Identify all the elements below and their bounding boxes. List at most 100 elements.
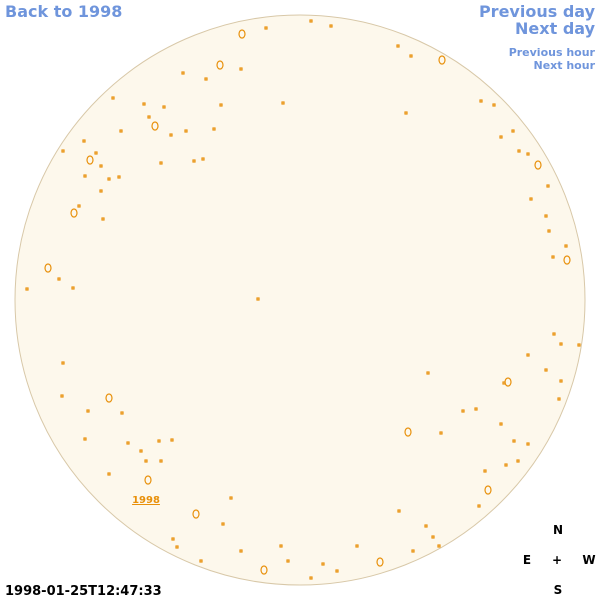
speck bbox=[438, 55, 446, 65]
speck bbox=[169, 133, 173, 137]
speck bbox=[175, 545, 179, 549]
speck bbox=[426, 371, 430, 375]
speck bbox=[564, 244, 568, 248]
speck bbox=[126, 441, 130, 445]
speck bbox=[119, 129, 123, 133]
speck bbox=[83, 174, 87, 178]
speck bbox=[99, 164, 103, 168]
speck bbox=[192, 159, 196, 163]
speck bbox=[238, 29, 246, 39]
speck bbox=[517, 149, 521, 153]
speck bbox=[71, 286, 75, 290]
speck bbox=[483, 469, 487, 473]
next-day-link[interactable]: Next day bbox=[515, 19, 596, 38]
next-hour-link[interactable]: Next hour bbox=[534, 59, 596, 72]
speck bbox=[461, 409, 465, 413]
speck bbox=[577, 343, 581, 347]
speck bbox=[144, 459, 148, 463]
speck bbox=[484, 485, 492, 495]
speck bbox=[404, 111, 408, 115]
speck bbox=[199, 559, 203, 563]
speck bbox=[170, 438, 174, 442]
speck bbox=[309, 19, 313, 23]
speck bbox=[44, 263, 52, 273]
speck bbox=[94, 151, 98, 155]
speck bbox=[57, 277, 61, 281]
speck bbox=[86, 409, 90, 413]
speck bbox=[201, 157, 205, 161]
speck bbox=[557, 397, 561, 401]
speck bbox=[546, 184, 550, 188]
timestamp: 1998-01-25T12:47:33 bbox=[5, 584, 162, 599]
speck bbox=[105, 393, 113, 403]
previous-day-link[interactable]: Previous day bbox=[479, 2, 596, 21]
back-link[interactable]: Back to 1998 bbox=[5, 2, 122, 21]
speck bbox=[511, 129, 515, 133]
compass-east: E bbox=[523, 553, 531, 567]
speck bbox=[424, 524, 428, 528]
speck bbox=[77, 204, 81, 208]
speck bbox=[61, 361, 65, 365]
speck bbox=[229, 496, 233, 500]
speck bbox=[264, 26, 268, 30]
speck bbox=[526, 152, 530, 156]
speck bbox=[559, 379, 563, 383]
speck bbox=[239, 67, 243, 71]
speck bbox=[479, 99, 483, 103]
speck bbox=[516, 459, 520, 463]
speck bbox=[117, 175, 121, 179]
speck bbox=[309, 576, 313, 580]
speck bbox=[221, 522, 225, 526]
speck bbox=[492, 103, 496, 107]
speck bbox=[147, 115, 151, 119]
speck bbox=[184, 129, 188, 133]
speck bbox=[544, 368, 548, 372]
compass-west: W bbox=[582, 553, 595, 567]
speck bbox=[99, 189, 103, 193]
speck bbox=[409, 54, 413, 58]
speck bbox=[321, 562, 325, 566]
speck bbox=[437, 544, 441, 548]
speck bbox=[159, 161, 163, 165]
speck bbox=[376, 557, 384, 567]
speck bbox=[111, 96, 115, 100]
speck bbox=[404, 427, 412, 437]
speck bbox=[504, 377, 512, 387]
speck bbox=[86, 155, 94, 165]
active-regions bbox=[25, 19, 581, 580]
speck bbox=[552, 332, 556, 336]
compass-center: + bbox=[552, 553, 562, 567]
speck bbox=[411, 549, 415, 553]
speck bbox=[101, 217, 105, 221]
speck bbox=[212, 127, 216, 131]
speck bbox=[547, 229, 551, 233]
speck bbox=[534, 160, 542, 170]
speck bbox=[256, 297, 260, 301]
speck bbox=[151, 121, 159, 131]
speck bbox=[335, 569, 339, 573]
speck bbox=[431, 535, 435, 539]
speck bbox=[204, 77, 208, 81]
speck bbox=[61, 149, 65, 153]
speck bbox=[239, 549, 243, 553]
speck bbox=[162, 105, 166, 109]
speck bbox=[544, 214, 548, 218]
speck bbox=[159, 459, 163, 463]
speck bbox=[192, 509, 200, 519]
speck bbox=[260, 565, 268, 575]
speck bbox=[499, 422, 503, 426]
previous-hour-link[interactable]: Previous hour bbox=[509, 46, 596, 59]
speck bbox=[83, 437, 87, 441]
speck bbox=[396, 44, 400, 48]
region-link[interactable]: 1998 bbox=[132, 495, 160, 506]
speck bbox=[139, 449, 143, 453]
speck bbox=[60, 394, 64, 398]
speck bbox=[142, 102, 146, 106]
speck bbox=[25, 287, 29, 291]
speck bbox=[171, 537, 175, 541]
speck bbox=[563, 255, 571, 265]
speck bbox=[559, 342, 563, 346]
speck bbox=[526, 442, 530, 446]
speck bbox=[120, 411, 124, 415]
